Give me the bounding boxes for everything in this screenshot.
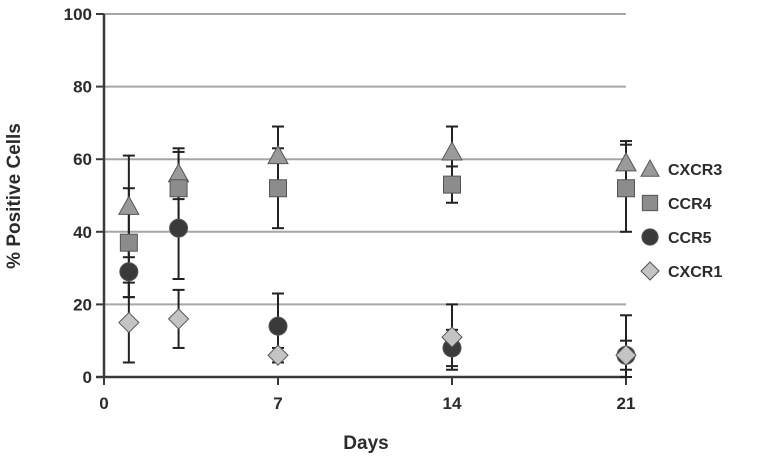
point-ccr5-day-3 xyxy=(169,218,189,238)
x-tick-label-14: 14 xyxy=(443,394,462,413)
legend-marker-ccr4 xyxy=(641,194,659,212)
y-tick-label-60: 60 xyxy=(73,150,92,169)
point-cxcr3-day-21 xyxy=(615,151,637,172)
x-tick-label-0: 0 xyxy=(99,394,108,413)
x-tick-label-7: 7 xyxy=(273,394,282,413)
legend-marker-ccr5 xyxy=(641,228,659,246)
legend-label-cxcr1: CXCR1 xyxy=(668,264,722,281)
point-ccr5-day-1 xyxy=(119,262,139,282)
legend-item-ccr4: CCR4 xyxy=(641,194,712,213)
legend-label-ccr5: CCR5 xyxy=(668,230,712,247)
point-cxcr1-day-14 xyxy=(441,326,463,348)
legend-marker-cxcr1 xyxy=(640,261,660,281)
gridlines xyxy=(104,13,626,306)
data-points xyxy=(118,140,637,366)
point-ccr5-day-7 xyxy=(268,316,288,336)
x-tick-label-21: 21 xyxy=(617,394,636,413)
point-cxcr3-day-14 xyxy=(441,140,463,161)
point-cxcr1-day-3 xyxy=(167,308,190,330)
error-bars xyxy=(122,125,632,378)
y-axis-title: % Positive Cells xyxy=(4,123,25,269)
point-cxcr1-day-1 xyxy=(118,311,140,334)
legend-label-ccr4: CCR4 xyxy=(668,196,712,213)
tick-labels: 0 20 40 60 80 100 0 7 14 21 xyxy=(64,5,636,413)
point-ccr4-day-7 xyxy=(269,179,287,198)
y-tick-label-100: 100 xyxy=(64,5,92,24)
legend-marker-cxcr3 xyxy=(640,158,660,177)
point-cxcr3-day-1 xyxy=(118,195,140,215)
y-tick-label-80: 80 xyxy=(73,78,92,97)
x-axis-title: Days xyxy=(343,433,388,454)
legend-label-cxcr3: CXCR3 xyxy=(668,162,722,179)
point-ccr4-day-21 xyxy=(617,179,635,198)
point-cxcr3-day-3 xyxy=(167,162,190,183)
legend-item-cxcr3: CXCR3 xyxy=(640,158,722,179)
point-cxcr1-day-21 xyxy=(615,344,637,366)
y-tick-label-20: 20 xyxy=(73,295,92,314)
y-tick-label-40: 40 xyxy=(73,223,92,242)
axes xyxy=(96,14,626,379)
y-tick-label-0: 0 xyxy=(83,368,92,387)
point-cxcr1-day-7 xyxy=(267,344,289,366)
legend: CXCR3 CCR4 CCR5 CXCR1 xyxy=(640,158,722,281)
point-ccr4-day-1 xyxy=(119,233,138,252)
legend-item-ccr5: CCR5 xyxy=(641,228,712,247)
legend-item-cxcr1: CXCR1 xyxy=(640,261,722,281)
point-ccr4-day-14 xyxy=(443,175,461,194)
point-ccr4-day-3 xyxy=(169,179,188,198)
point-cxcr3-day-7 xyxy=(267,144,289,165)
